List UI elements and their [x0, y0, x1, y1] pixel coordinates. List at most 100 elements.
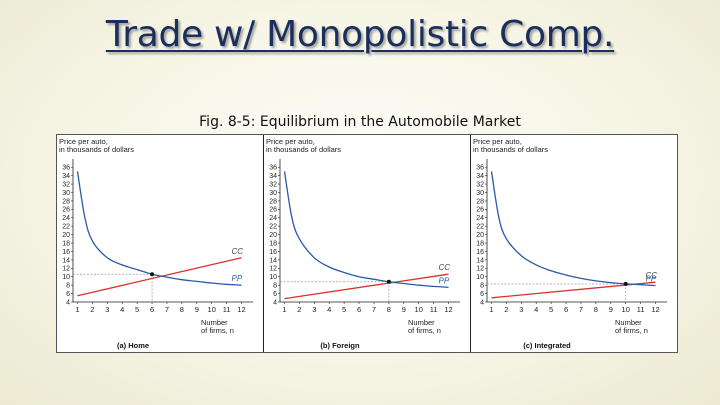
y-axis-label: in thousands of dollars — [473, 145, 548, 154]
y-tick-label: 36 — [62, 165, 70, 172]
y-axis-label: Price per auto, — [59, 137, 108, 146]
pp-curve — [76, 171, 242, 286]
x-tick-label: 12 — [444, 305, 452, 314]
y-tick-label: 28 — [476, 198, 484, 205]
y-tick-label: 10 — [62, 274, 70, 281]
y-tick-label: 24 — [476, 215, 484, 222]
y-tick-label: 8 — [480, 283, 484, 290]
x-tick-label: 8 — [180, 305, 184, 314]
y-tick-label: 22 — [476, 224, 484, 231]
equilibrium-point — [623, 281, 628, 286]
x-axis-label: Number — [615, 318, 642, 327]
x-tick-label: 11 — [637, 305, 645, 314]
x-tick-label: 3 — [105, 305, 109, 314]
y-tick-label: 12 — [269, 266, 277, 273]
x-tick-label: 6 — [150, 305, 154, 314]
y-tick-label: 36 — [476, 165, 484, 172]
y-tick-label: 20 — [476, 232, 484, 239]
figure-box: Price per auto, in thousands of dollars 4 6… — [56, 134, 678, 353]
chart-panel-integrated: Price per auto,in thousands of dollars46… — [473, 137, 667, 350]
y-tick-label: 32 — [62, 181, 70, 188]
x-tick-label: 2 — [90, 305, 94, 314]
x-tick-label: 5 — [342, 305, 346, 314]
x-tick-label: 3 — [312, 305, 316, 314]
y-tick-label: 10 — [476, 274, 484, 281]
x-tick-label: 9 — [609, 305, 613, 314]
x-tick-label: 1 — [75, 305, 79, 314]
x-tick-label: 10 — [622, 305, 630, 314]
y-tick-label: 30 — [269, 190, 277, 197]
x-tick-label: 4 — [327, 305, 331, 314]
x-axis-label: Number — [408, 318, 435, 327]
y-tick-label: 20 — [269, 232, 277, 239]
y-tick-label: 34 — [269, 173, 277, 180]
x-tick-label: 3 — [519, 305, 523, 314]
y-tick-label: 14 — [269, 257, 277, 264]
x-tick-label: 1 — [282, 305, 286, 314]
x-axis-label: of firms, n — [201, 326, 234, 335]
equilibrium-point — [150, 272, 155, 277]
panel-divider — [263, 135, 264, 352]
x-tick-label: 11 — [223, 305, 231, 314]
x-tick-label: 7 — [165, 305, 169, 314]
y-tick-label: 16 — [476, 249, 484, 256]
y-tick-label: 32 — [269, 181, 277, 188]
x-tick-label: 5 — [549, 305, 553, 314]
y-tick-label: 30 — [476, 190, 484, 197]
y-tick-label: 30 — [62, 190, 70, 197]
x-axis-label: Number — [201, 318, 228, 327]
panel-label: (a) Home — [117, 341, 149, 350]
y-tick-label: 32 — [476, 181, 484, 188]
cc-line — [77, 257, 242, 297]
x-tick-label: 12 — [237, 305, 245, 314]
y-tick-label: 4 — [66, 299, 70, 306]
x-tick-label: 9 — [402, 305, 406, 314]
y-axis-label: Price per auto, — [473, 137, 522, 146]
y-tick-label: 6 — [273, 291, 277, 298]
x-tick-label: 10 — [208, 305, 216, 314]
chart-panel-home: Price per auto,in thousands of dollars46… — [59, 137, 253, 350]
x-tick-label: 7 — [579, 305, 583, 314]
y-tick-label: 34 — [62, 173, 70, 180]
y-tick-label: 4 — [480, 299, 484, 306]
y-tick-label: 24 — [269, 215, 277, 222]
y-tick-label: 26 — [269, 207, 277, 214]
y-tick-label: 6 — [66, 291, 70, 298]
y-tick-label: 28 — [62, 198, 70, 205]
y-tick-label: 16 — [269, 249, 277, 256]
y-tick-label: 24 — [62, 215, 70, 222]
x-tick-label: 10 — [415, 305, 423, 314]
y-tick-label: 26 — [476, 207, 484, 214]
panel-label: (c) Integrated — [523, 341, 571, 350]
x-axis-label: of firms, n — [615, 326, 648, 335]
y-tick-label: 16 — [62, 249, 70, 256]
panel-label: (b) Foreign — [320, 341, 360, 350]
y-tick-label: 8 — [273, 283, 277, 290]
x-tick-label: 8 — [387, 305, 391, 314]
cc-line — [284, 273, 449, 300]
x-tick-label: 12 — [651, 305, 659, 314]
pp-curve — [490, 171, 656, 287]
y-axis-label: in thousands of dollars — [59, 145, 134, 154]
panel-divider — [470, 135, 471, 352]
y-tick-label: 6 — [480, 291, 484, 298]
x-tick-label: 6 — [564, 305, 568, 314]
y-tick-label: 4 — [273, 299, 277, 306]
figure-caption: Fig. 8-5: Equilibrium in the Automobile … — [199, 114, 521, 130]
cc-line — [491, 281, 656, 299]
cc-label: CC — [646, 271, 658, 280]
x-tick-label: 9 — [195, 305, 199, 314]
chart-panel-foreign: Price per auto,in thousands of dollars46… — [266, 137, 460, 350]
y-tick-label: 18 — [62, 240, 70, 247]
pp-label: PP — [232, 274, 243, 283]
pp-label: PP — [646, 275, 657, 284]
y-tick-label: 8 — [66, 283, 70, 290]
x-tick-label: 6 — [357, 305, 361, 314]
x-axis-label: of firms, n — [408, 326, 441, 335]
x-tick-label: 11 — [430, 305, 438, 314]
y-tick-label: 14 — [476, 257, 484, 264]
y-tick-label: 12 — [476, 266, 484, 273]
y-tick-label: 10 — [269, 274, 277, 281]
y-tick-label: 22 — [269, 224, 277, 231]
x-tick-label: 4 — [534, 305, 538, 314]
